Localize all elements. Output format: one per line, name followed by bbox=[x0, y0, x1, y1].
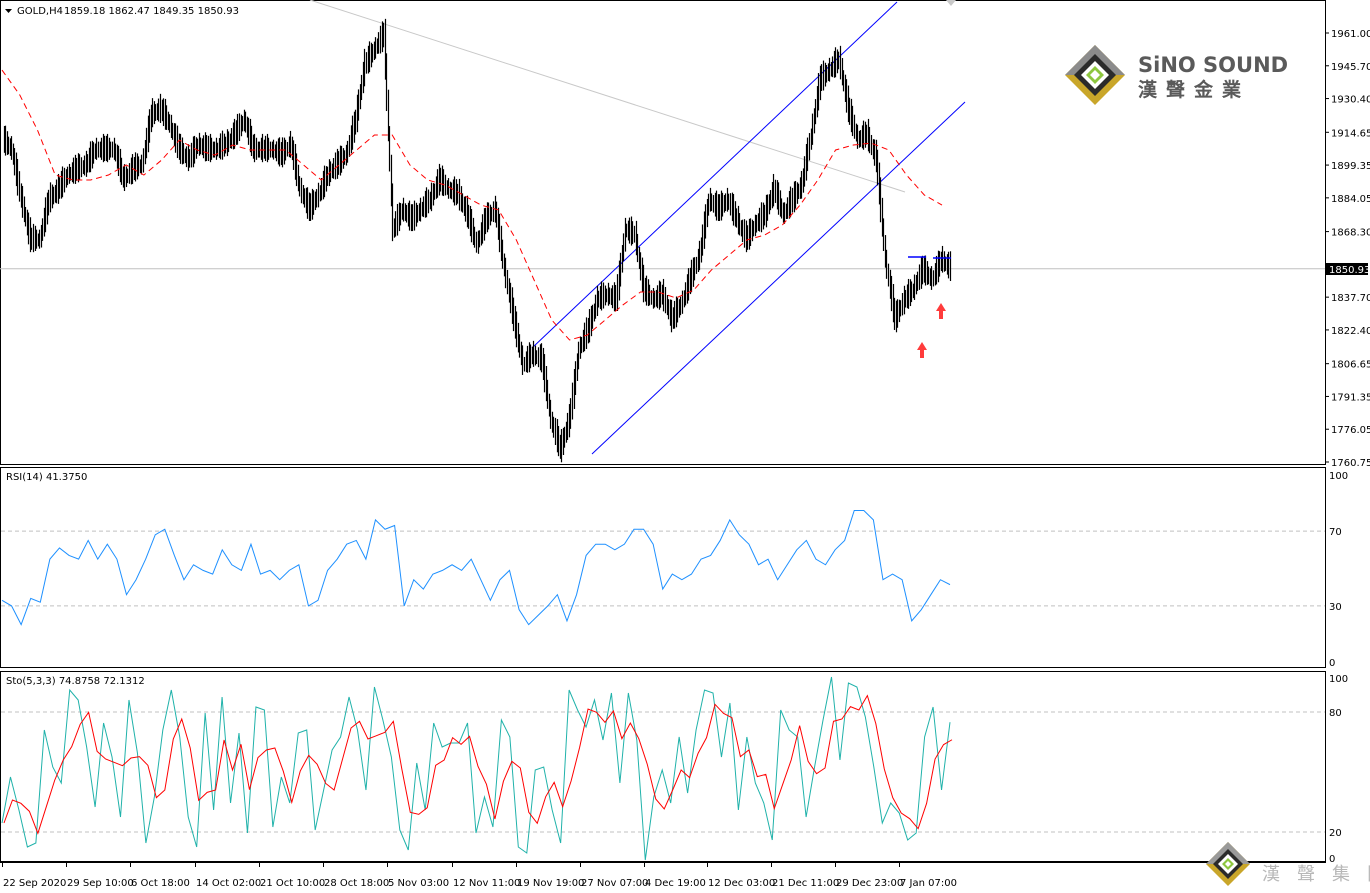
price-axis-label: 1776.05 bbox=[1331, 425, 1370, 436]
price-axis-label: 1806.65 bbox=[1331, 360, 1370, 371]
rsi-axis-label: 0 bbox=[1329, 658, 1335, 669]
up-arrow-icon bbox=[917, 342, 927, 358]
time-axis-label: 19 Nov 19:00 bbox=[517, 878, 584, 889]
triangle-down-icon[interactable] bbox=[5, 9, 12, 13]
price-axis-label: 1914.65 bbox=[1331, 128, 1370, 139]
stochastic-pane[interactable] bbox=[0, 671, 1326, 862]
time-axis-label: 12 Dec 03:00 bbox=[708, 878, 775, 889]
time-axis-label: 7 Jan 07:00 bbox=[900, 878, 957, 889]
current-price-label: 1850.93 bbox=[1329, 265, 1370, 276]
time-axis-label: 6 Oct 18:00 bbox=[131, 878, 190, 889]
moving-average-line bbox=[1, 69, 943, 341]
rsi-pane[interactable] bbox=[0, 467, 1326, 668]
price-pane[interactable] bbox=[0, 0, 1326, 465]
time-axis-label: 4 Dec 19:00 bbox=[645, 878, 706, 889]
chart-shift-marker-icon[interactable] bbox=[946, 0, 956, 6]
time-axis-label: 5 Nov 03:00 bbox=[388, 878, 449, 889]
logo-brand-en: SiNO SOUND bbox=[1138, 53, 1288, 77]
stochastic-series bbox=[1, 676, 1325, 861]
time-axis-label: 29 Dec 23:00 bbox=[836, 878, 903, 889]
rsi-title: RSI(14) 41.3750 bbox=[6, 472, 87, 483]
sino-sound-logo: SiNO SOUND 漢聲金業 bbox=[1065, 45, 1288, 105]
channel-upper-line bbox=[531, 1, 898, 349]
stochastic-main-line bbox=[1, 676, 951, 861]
rsi-axis-label: 70 bbox=[1329, 527, 1342, 538]
watermark-logo: 漢聲集團 bbox=[1206, 842, 1370, 886]
up-arrow-icon bbox=[936, 303, 946, 319]
stochastic-axis-label: 0 bbox=[1329, 854, 1335, 865]
time-axis-label: 27 Nov 07:00 bbox=[581, 878, 648, 889]
price-axis-label: 1899.35 bbox=[1331, 161, 1370, 172]
stochastic-axis-label: 80 bbox=[1329, 708, 1342, 719]
symbol-label: GOLD,H4 bbox=[17, 6, 63, 17]
stochastic-signal-line bbox=[3, 694, 953, 835]
price-series bbox=[0, 0, 1325, 463]
stochastic-axis-label: 20 bbox=[1329, 828, 1342, 839]
stochastic-title: Sto(5,3,3) 74.8758 72.1312 bbox=[6, 676, 145, 687]
price-axis-label: 1868.30 bbox=[1331, 228, 1370, 239]
watermark-text: 漢聲集團 bbox=[1262, 864, 1370, 885]
rsi-line bbox=[1, 510, 951, 626]
stochastic-axis-label: 100 bbox=[1329, 674, 1348, 685]
channel-lower-line bbox=[591, 101, 966, 455]
price-axis-label: 1760.75 bbox=[1331, 458, 1370, 469]
trendline bbox=[309, 0, 906, 193]
time-axis-label: 22 Sep 2020 bbox=[3, 878, 66, 889]
logo-brand-zh: 漢聲金業 bbox=[1138, 78, 1250, 101]
time-axis-label: 21 Oct 10:00 bbox=[260, 878, 325, 889]
price-axis-label: 1884.05 bbox=[1331, 194, 1370, 205]
rsi-axis-label: 100 bbox=[1329, 471, 1348, 482]
price-axis-label: 1930.40 bbox=[1331, 95, 1370, 106]
time-axis-label: 14 Oct 02:00 bbox=[196, 878, 261, 889]
axes: 1961.00 1945.70 1930.40 1914.65 1899.35 1884.… bbox=[2, 29, 1370, 889]
time-axis-label: 28 Oct 18:00 bbox=[324, 878, 389, 889]
current-price-tag bbox=[1326, 263, 1368, 275]
price-axis-label: 1961.00 bbox=[1331, 29, 1370, 40]
time-axis-label: 12 Nov 11:00 bbox=[453, 878, 520, 889]
price-axis-label: 1822.40 bbox=[1331, 326, 1370, 337]
ohlc-values: 1859.18 1862.47 1849.35 1850.93 bbox=[64, 6, 239, 17]
price-axis-label: 1791.35 bbox=[1331, 392, 1370, 403]
price-axis-label: 1837.70 bbox=[1331, 293, 1370, 304]
time-axis-label: 29 Sep 10:00 bbox=[67, 878, 134, 889]
rsi-axis-label: 30 bbox=[1329, 602, 1342, 613]
price-axis-label: 1945.70 bbox=[1331, 62, 1370, 73]
diamond-watermark-icon bbox=[1206, 842, 1250, 886]
time-axis-label: 21 Dec 11:00 bbox=[772, 878, 839, 889]
rsi-series bbox=[1, 510, 1325, 626]
diamond-logo-icon bbox=[1065, 45, 1125, 105]
